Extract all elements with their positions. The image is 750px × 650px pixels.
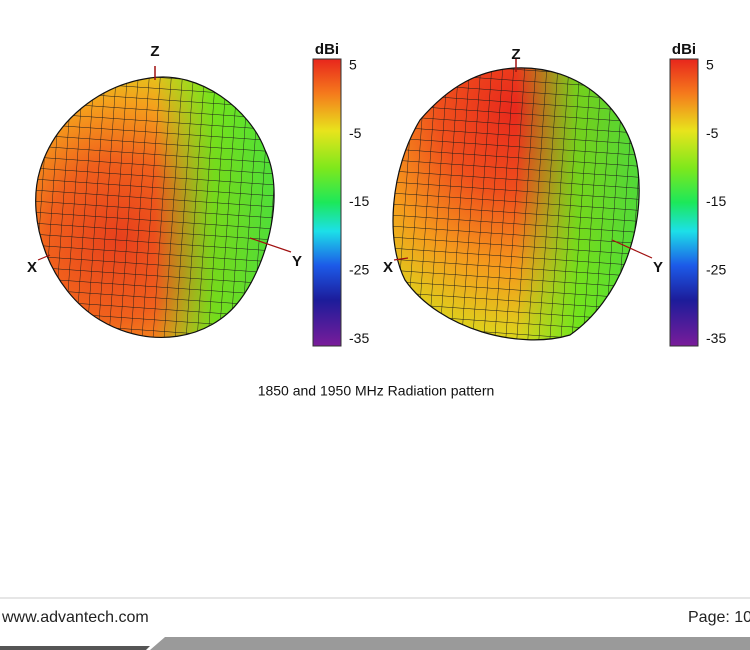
axis-line bbox=[249, 237, 292, 253]
axis-line bbox=[37, 254, 51, 261]
colorbar-tick-label: -15 bbox=[349, 193, 369, 209]
axis-line bbox=[393, 257, 409, 261]
colorbar bbox=[312, 58, 342, 347]
caption: 1850 and 1950 MHz Radiation pattern bbox=[258, 383, 495, 399]
colorbar-tick-label: -35 bbox=[349, 330, 369, 346]
axis-label: Z bbox=[511, 46, 520, 63]
footer-url: www.advantech.com bbox=[1, 609, 149, 626]
colorbar-tick-label: 5 bbox=[706, 57, 714, 73]
colorbar-tick-label: 5 bbox=[349, 57, 357, 73]
axis-label: X bbox=[383, 259, 393, 276]
colorbar-tick-label: -35 bbox=[706, 330, 726, 346]
colorbar-tick-label: -25 bbox=[706, 262, 726, 278]
pattern-mesh bbox=[35, 76, 275, 338]
colorbar-label: dBi bbox=[672, 41, 696, 58]
axis-label: X bbox=[27, 259, 37, 276]
axis-line bbox=[611, 239, 653, 259]
colorbar bbox=[669, 58, 699, 347]
axis-label: Y bbox=[292, 253, 302, 270]
footer-bar bbox=[150, 637, 750, 650]
footer-bar-dark bbox=[0, 646, 150, 650]
pattern-mesh bbox=[392, 67, 640, 341]
colorbar-tick-label: -25 bbox=[349, 262, 369, 278]
axis-label: Y bbox=[653, 259, 663, 276]
colorbar-label: dBi bbox=[315, 41, 339, 58]
page-number: Page: 10 bbox=[688, 609, 750, 626]
axis-label: Z bbox=[150, 43, 159, 60]
colorbar-tick-label: -5 bbox=[349, 125, 362, 141]
colorbar-tick-label: -15 bbox=[706, 193, 726, 209]
colorbar-tick-label: -5 bbox=[706, 125, 719, 141]
